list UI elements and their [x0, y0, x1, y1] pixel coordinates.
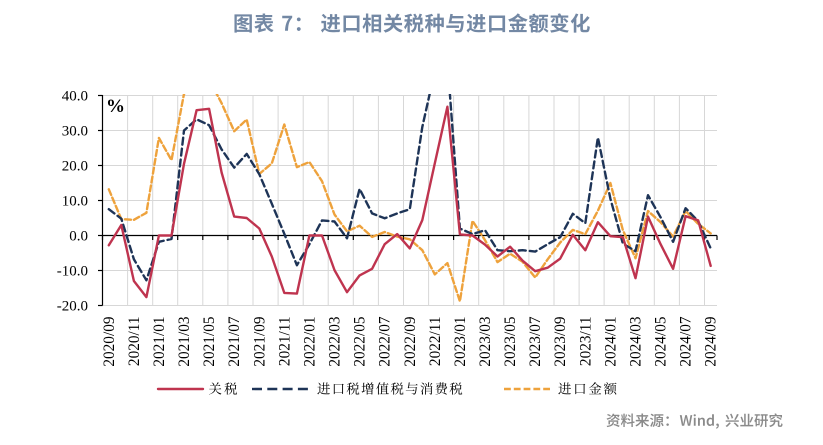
svg-text:%: % — [106, 96, 125, 117]
svg-text:2023/03: 2023/03 — [477, 316, 494, 366]
svg-text:2021/03: 2021/03 — [176, 316, 193, 366]
svg-text:2020/09: 2020/09 — [101, 316, 118, 366]
svg-text:2021/05: 2021/05 — [201, 316, 218, 366]
svg-text:2022/05: 2022/05 — [352, 316, 369, 366]
svg-text:2024/05: 2024/05 — [653, 316, 670, 366]
svg-text:0.0: 0.0 — [69, 229, 88, 245]
svg-text:40.0: 40.0 — [62, 89, 88, 105]
svg-text:2024/09: 2024/09 — [703, 316, 720, 366]
svg-text:-10.0: -10.0 — [57, 264, 88, 280]
svg-text:2020/11: 2020/11 — [126, 317, 143, 367]
svg-text:2022/07: 2022/07 — [377, 316, 394, 366]
svg-text:2023/11: 2023/11 — [577, 317, 594, 367]
svg-text:2024/07: 2024/07 — [678, 316, 695, 366]
svg-text:2023/01: 2023/01 — [452, 317, 469, 367]
svg-text:-20.0: -20.0 — [57, 299, 88, 315]
svg-text:20.0: 20.0 — [62, 159, 88, 175]
svg-text:2022/09: 2022/09 — [402, 316, 419, 366]
svg-text:10.0: 10.0 — [62, 194, 88, 210]
svg-text:2022/01: 2022/01 — [301, 317, 318, 367]
svg-text:2022/03: 2022/03 — [327, 316, 344, 366]
svg-text:2021/07: 2021/07 — [226, 316, 243, 366]
svg-text:2021/11: 2021/11 — [276, 317, 293, 367]
svg-text:2023/05: 2023/05 — [502, 316, 519, 366]
svg-text:2022/11: 2022/11 — [427, 317, 444, 367]
svg-text:2023/07: 2023/07 — [527, 316, 544, 366]
svg-text:2021/09: 2021/09 — [251, 316, 268, 366]
svg-text:30.0: 30.0 — [62, 124, 88, 140]
svg-text:2021/01: 2021/01 — [151, 317, 168, 367]
svg-text:2024/01: 2024/01 — [602, 317, 619, 367]
svg-text:2024/03: 2024/03 — [628, 316, 645, 366]
svg-text:2023/09: 2023/09 — [552, 316, 569, 366]
